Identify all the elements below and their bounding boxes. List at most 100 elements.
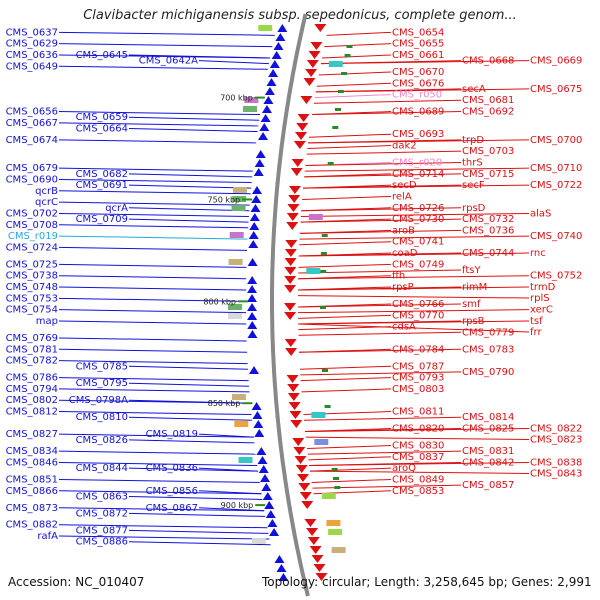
gene-label[interactable]: CMS_0708 (6, 220, 58, 231)
gene-label[interactable]: CMS_0681 (462, 95, 514, 106)
gene-label[interactable]: secF (462, 180, 485, 191)
gene-label[interactable]: CMS_0629 (6, 39, 58, 50)
left-gene-arrow[interactable] (247, 312, 258, 320)
gene-label[interactable]: CMS_0676 (392, 78, 444, 89)
gene-label[interactable]: trmD (530, 282, 556, 293)
gene-label[interactable]: CMS_0822 (530, 424, 582, 435)
gene-label[interactable]: CMS_0830 (392, 441, 444, 452)
gene-label[interactable]: CMS_0669 (530, 56, 582, 67)
gene-label[interactable]: CMS_0730 (392, 214, 444, 225)
gene-label[interactable]: CMS_0754 (6, 305, 58, 316)
gene-label[interactable]: CMS_0741 (392, 237, 444, 248)
gene-label[interactable]: CMS_0867 (146, 503, 198, 514)
gene-label[interactable]: CMS_0853 (392, 486, 444, 497)
gene-label[interactable]: CMS_0689 (392, 107, 444, 118)
left-gene-arrow[interactable] (247, 276, 258, 284)
gene-label[interactable]: CMS_0659 (76, 112, 128, 123)
right-gene-arrow[interactable] (296, 123, 309, 131)
gene-label[interactable]: CMS_0779 (462, 327, 514, 338)
gene-label[interactable]: CMS_0722 (530, 180, 582, 191)
gene-label[interactable]: CMS_0753 (6, 293, 58, 304)
gene-label[interactable]: CMS_0877 (76, 525, 128, 536)
left-gene-arrow[interactable] (252, 411, 263, 419)
gene-label[interactable]: qcrC (35, 197, 58, 208)
left-gene-arrow[interactable] (247, 330, 258, 338)
gene-label[interactable]: rnc (530, 248, 546, 259)
gene-label[interactable]: CMS_0811 (392, 407, 444, 418)
gene-label[interactable]: ffh (392, 271, 405, 282)
left-gene-arrow[interactable] (247, 258, 258, 266)
gene-label[interactable]: CMS_0826 (76, 435, 128, 446)
left-gene-arrow[interactable] (261, 483, 272, 491)
gene-label[interactable]: CMS_r050 (392, 90, 442, 101)
gene-label[interactable]: CMS_0656 (6, 107, 58, 118)
gene-label[interactable]: CMS_0700 (530, 135, 582, 146)
gene-label[interactable]: CMS_0814 (462, 412, 514, 423)
gene-label[interactable]: CMS_0787 (392, 361, 444, 372)
left-gene-arrow[interactable] (247, 294, 258, 302)
right-gene-arrow[interactable] (286, 213, 299, 221)
gene-label[interactable]: rplS (530, 293, 550, 304)
gene-label[interactable]: CMS_0823 (530, 435, 582, 446)
gene-label[interactable]: CMS_0710 (530, 163, 582, 174)
gene-label[interactable]: CMS_0752 (530, 271, 582, 282)
gene-label[interactable]: CMS_0838 (530, 457, 582, 468)
right-gene-arrow[interactable] (300, 96, 313, 104)
gene-label[interactable]: CMS_0820 (392, 424, 444, 435)
left-gene-arrow[interactable] (264, 87, 275, 95)
gene-label[interactable]: CMS_0834 (6, 446, 58, 457)
gene-label[interactable]: rpsB (462, 316, 485, 327)
gene-label[interactable]: CMS_0793 (392, 373, 444, 384)
gene-label[interactable]: CMS_0703 (462, 146, 514, 157)
gene-label[interactable]: CMS_0836 (146, 463, 198, 474)
gene-label[interactable]: secA (462, 84, 486, 95)
gene-label[interactable]: CMS_0740 (530, 231, 582, 242)
gene-label[interactable]: CMS_0654 (392, 27, 444, 38)
left-gene-arrow[interactable] (251, 402, 262, 410)
left-gene-arrow[interactable] (250, 204, 261, 212)
gene-label[interactable]: CMS_0766 (392, 299, 444, 310)
left-gene-arrow[interactable] (261, 105, 272, 113)
left-gene-arrow[interactable] (254, 159, 265, 167)
gene-label[interactable]: CMS_r020 (392, 158, 442, 169)
gene-label[interactable]: tsf (530, 316, 543, 327)
right-gene-arrow[interactable] (299, 492, 312, 500)
right-gene-arrow[interactable] (284, 312, 297, 320)
gene-label[interactable]: CMS_0886 (76, 537, 128, 548)
gene-label[interactable]: CMS_0873 (6, 503, 58, 514)
gene-label[interactable]: CMS_0725 (6, 259, 58, 270)
right-gene-arrow[interactable] (288, 186, 301, 194)
gene-label[interactable]: CMS_0790 (462, 367, 514, 378)
gene-label[interactable]: CMS_0749 (392, 259, 444, 270)
right-gene-arrow[interactable] (289, 411, 302, 419)
right-gene-arrow[interactable] (303, 78, 316, 86)
left-gene-arrow[interactable] (262, 492, 273, 500)
right-gene-arrow[interactable] (308, 51, 321, 59)
right-gene-arrow[interactable] (285, 348, 298, 356)
gene-label[interactable]: CMS_0798A (69, 395, 128, 406)
gene-label[interactable]: CMS_0667 (6, 118, 58, 129)
left-gene-arrow[interactable] (275, 33, 286, 41)
gene-label[interactable]: cdsA (392, 322, 416, 333)
gene-label[interactable]: aroQ (392, 463, 416, 474)
gene-label[interactable]: dak2 (392, 141, 417, 152)
gene-label[interactable]: secD (392, 180, 417, 191)
gene-label[interactable]: CMS_0872 (76, 508, 128, 519)
gene-label[interactable]: CMS_0786 (6, 373, 58, 384)
gene-label[interactable]: CMS_0664 (76, 124, 128, 135)
gene-label[interactable]: CMS_0827 (6, 429, 58, 440)
right-gene-arrow[interactable] (287, 384, 300, 392)
gene-label[interactable]: CMS_0655 (392, 39, 444, 50)
right-gene-arrow[interactable] (287, 204, 300, 212)
right-gene-arrow[interactable] (284, 267, 297, 275)
left-gene-arrow[interactable] (249, 366, 260, 374)
gene-label[interactable]: CMS_0851 (6, 474, 58, 485)
gene-label[interactable]: CMS_0702 (6, 208, 58, 219)
gene-label[interactable]: CMS_0744 (462, 248, 514, 259)
gene-label[interactable]: CMS_r019 (8, 231, 58, 242)
right-gene-arrow[interactable] (286, 222, 299, 230)
right-gene-arrow[interactable] (284, 276, 297, 284)
left-gene-arrow[interactable] (247, 321, 258, 329)
gene-label[interactable]: CMS_0785 (76, 361, 128, 372)
